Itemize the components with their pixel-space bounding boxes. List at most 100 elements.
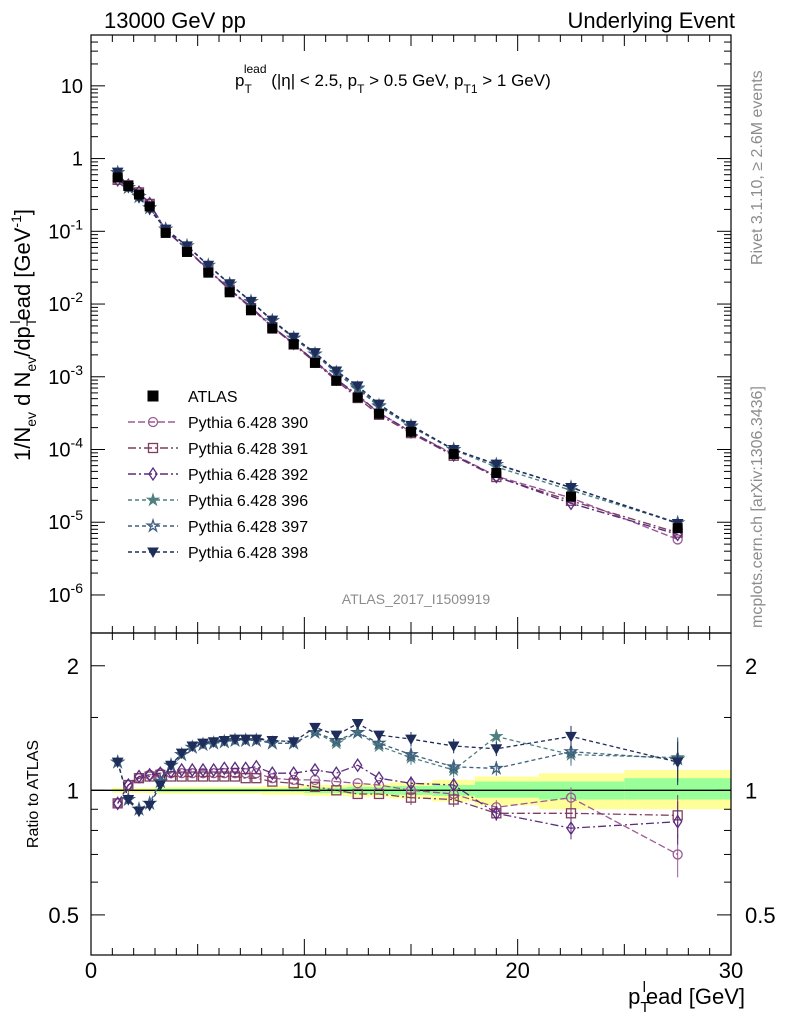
ratio-point-s392 bbox=[240, 761, 251, 776]
mcplots-label: mcplots.cern.ch [arXiv:1306.3436] bbox=[749, 386, 766, 628]
ratio-point-s391 bbox=[208, 771, 219, 782]
ratio-point-s392 bbox=[288, 766, 299, 781]
data-point-atlas bbox=[566, 491, 576, 502]
ratio-point-s392 bbox=[112, 796, 123, 811]
ratio-point-s392 bbox=[219, 761, 230, 776]
ratio-point-s392 bbox=[448, 777, 459, 793]
legend-label: Pythia 6.428 390 bbox=[188, 415, 308, 432]
x-tick-label: 20 bbox=[505, 958, 529, 983]
ratio-point-s398 bbox=[266, 735, 279, 747]
ratio-point-s398 bbox=[373, 730, 385, 742]
x-tick-label: 30 bbox=[719, 958, 743, 983]
main-y-tick-label: 10-6 bbox=[48, 580, 83, 607]
legend-marker-s397 bbox=[145, 517, 161, 533]
ratio-point-s398 bbox=[405, 734, 417, 746]
ratio-y-tick-label: 2 bbox=[67, 654, 79, 679]
legend-marker-s392 bbox=[148, 466, 158, 482]
x-axis-label: pTlead [GeV] bbox=[628, 979, 745, 1016]
ratio-point-s398 bbox=[229, 734, 241, 746]
ratio-point-s392 bbox=[134, 769, 144, 784]
ratio-point-s398 bbox=[565, 731, 577, 743]
ratio-point-s397 bbox=[403, 746, 419, 762]
series-point-s398 bbox=[309, 348, 321, 359]
plot-title: pTlead (|η| < 2.5, pT > 0.5 GeV, pT1 > 1… bbox=[235, 62, 551, 96]
series-point-s398 bbox=[287, 332, 300, 344]
series-point-s398 bbox=[565, 483, 577, 494]
legend-marker-s390 bbox=[147, 416, 159, 428]
ratio-y-tick-label-right: 2 bbox=[745, 654, 757, 679]
series-point-s398 bbox=[202, 260, 215, 272]
legend-label: Pythia 6.428 398 bbox=[188, 545, 308, 562]
series-point-s398 bbox=[223, 279, 236, 290]
ratio-point-s397 bbox=[488, 760, 504, 775]
series-line-s392 bbox=[117, 179, 678, 536]
ratio-point-s392 bbox=[187, 762, 198, 778]
ratio-point-s391 bbox=[176, 771, 187, 782]
legend-item: Pythia 6.428 396 bbox=[128, 492, 308, 510]
analysis-id: ATLAS_2017_I1509919 bbox=[342, 591, 491, 607]
legend-item: Pythia 6.428 398 bbox=[128, 545, 308, 562]
series-point-s398 bbox=[405, 420, 417, 432]
main-y-tick-label: 10-3 bbox=[48, 362, 83, 389]
legend-marker-s396 bbox=[145, 492, 161, 507]
legend-marker-atlas bbox=[147, 390, 159, 402]
ratio-point-s398 bbox=[154, 780, 167, 792]
main-y-tick-label: 1 bbox=[72, 149, 83, 171]
data-point-atlas bbox=[448, 449, 459, 460]
ratio-point-s392 bbox=[251, 759, 262, 774]
ratio-point-s397 bbox=[307, 724, 323, 740]
main-plot-frame bbox=[90, 34, 732, 634]
ratio-plot-panel: 0.5 0.5 1 1 2 2 0 10 20 30 bbox=[48, 35, 776, 983]
ratio-point-s398 bbox=[111, 757, 124, 769]
ratio-point-s391 bbox=[229, 771, 241, 782]
main-y-tick-label: 10-1 bbox=[48, 216, 83, 243]
ratio-point-s391 bbox=[309, 781, 321, 792]
ratio-point-s398 bbox=[250, 734, 263, 746]
legend-item: Pythia 6.428 390 bbox=[128, 415, 308, 432]
ratio-point-s398 bbox=[239, 734, 252, 746]
ratio-point-s391 bbox=[267, 776, 278, 787]
data-point-atlas bbox=[288, 339, 299, 350]
data-point-atlas bbox=[352, 392, 363, 403]
ratio-y-tick-label: 1 bbox=[67, 778, 79, 803]
ratio-point-s398 bbox=[309, 722, 321, 734]
ratio-point-s392 bbox=[123, 777, 134, 793]
x-ticks: 0 10 20 30 bbox=[85, 35, 743, 983]
main-plot-panel: 10-6 10-5 10-4 10-3 10-2 10-1 1 10 pTlead (|η| … bbox=[48, 34, 732, 634]
ratio-point-s392 bbox=[374, 771, 384, 786]
ratio-point-s392 bbox=[198, 762, 208, 778]
data-point-atlas bbox=[246, 305, 256, 316]
legend-label: ATLAS bbox=[188, 389, 238, 406]
data-point-atlas bbox=[267, 323, 278, 334]
ratio-point-s392 bbox=[491, 806, 502, 821]
main-y-tick-label: 10-2 bbox=[48, 289, 83, 316]
main-series-group bbox=[110, 164, 686, 545]
series-point-s398 bbox=[330, 366, 343, 378]
ratio-point-s398 bbox=[351, 719, 364, 730]
data-point-atlas bbox=[144, 201, 155, 212]
ratio-point-s391 bbox=[405, 792, 417, 803]
ratio-point-s398 bbox=[165, 760, 177, 772]
ratio-point-s391 bbox=[331, 785, 342, 796]
ratio-point-s398 bbox=[207, 737, 220, 748]
data-point-atlas bbox=[374, 408, 384, 419]
series-point-s398 bbox=[351, 381, 364, 392]
ratio-y-tick-label-right: 0.5 bbox=[745, 903, 776, 928]
legend-item: Pythia 6.428 392 bbox=[128, 466, 308, 484]
ratio-point-s390 bbox=[672, 849, 683, 860]
data-point-atlas bbox=[112, 172, 123, 183]
ratio-point-s392 bbox=[176, 762, 187, 778]
legend-label: Pythia 6.428 392 bbox=[188, 467, 308, 484]
ratio-point-s392 bbox=[144, 767, 155, 783]
data-point-atlas bbox=[310, 357, 320, 368]
ratio-point-s390 bbox=[565, 792, 577, 803]
ratio-point-s398 bbox=[133, 806, 145, 818]
ratio-point-s398 bbox=[447, 741, 460, 752]
legend: ATLAS Pythia 6.428 390 Pythia 6.428 391 Pyt… bbox=[128, 389, 308, 562]
legend-item: Pythia 6.428 391 bbox=[128, 441, 308, 458]
data-point-atlas bbox=[134, 189, 144, 200]
ratio-point-s398 bbox=[143, 800, 156, 812]
ratio-point-s397 bbox=[563, 743, 579, 759]
main-y-ticks: 10-6 10-5 10-4 10-3 10-2 10-1 1 10 bbox=[48, 34, 731, 607]
